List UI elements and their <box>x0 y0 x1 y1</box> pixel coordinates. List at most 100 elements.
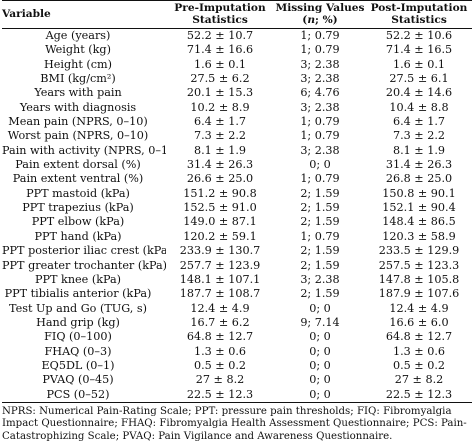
cell-missing-values: 1; 0.79 <box>300 172 340 186</box>
table-row: PPT knee (kPa) 148.1 ± 107.1 3; 2.38 147.8 … <box>2 273 472 287</box>
cell-missing-values: 1; 0.79 <box>300 29 340 42</box>
cell-missing-values: 3; 2.38 <box>300 143 340 157</box>
cell-post-imputation: 10.4 ± 8.8 <box>389 100 449 114</box>
cell-post-imputation: 148.4 ± 86.5 <box>382 215 456 229</box>
cell-missing-values: 1; 0.79 <box>300 43 340 57</box>
table-row: Weight (kg) 71.4 ± 16.6 1; 0.79 71.4 ± 16.5 <box>2 43 472 57</box>
table-body: Age (years) 52.2 ± 10.7 1; 0.79 52.2 ± 10.6… <box>2 29 472 403</box>
table-row: Pain extent ventral (%) 26.6 ± 25.0 1; 0.7… <box>2 172 472 186</box>
cell-missing-values: 0; 0 <box>309 301 331 315</box>
header-post-line2: Statistics <box>391 13 447 26</box>
cell-post-imputation: 52.2 ± 10.6 <box>385 29 453 42</box>
cell-pre-imputation: 149.0 ± 87.1 <box>183 215 257 229</box>
header-missing-line2: (n; %) <box>302 13 338 26</box>
cell-post-imputation: 27.5 ± 6.1 <box>389 72 449 86</box>
cell-post-imputation: 257.5 ± 123.3 <box>378 258 460 272</box>
cell-missing-values: 2; 1.59 <box>300 258 340 272</box>
cell-missing-values: 2; 1.59 <box>300 201 340 215</box>
cell-post-imputation: 1.6 ± 0.1 <box>392 57 446 71</box>
cell-variable: Pain with activity (NPRS, 0–10) <box>2 143 166 157</box>
cell-variable: Height (cm) <box>44 57 112 71</box>
header-pre-line1: Pre-Imputation <box>174 2 266 14</box>
cell-variable: Weight (kg) <box>45 43 111 57</box>
table-row: Worst pain (NPRS, 0–10) 7.3 ± 2.2 1; 0.79 7… <box>2 129 472 143</box>
cell-post-imputation: 233.5 ± 129.9 <box>378 244 460 258</box>
header-missing-line1: Missing Values <box>275 2 365 14</box>
cell-missing-values: 6; 4.76 <box>300 86 340 100</box>
cell-pre-imputation: 151.2 ± 90.8 <box>183 186 257 200</box>
table-row: Mean pain (NPRS, 0–10) 6.4 ± 1.7 1; 0.79 6.… <box>2 115 472 129</box>
cell-variable: PPT tibialis anterior (kPa) <box>4 287 152 301</box>
table-row: PPT mastoid (kPa) 151.2 ± 90.8 2; 1.59 150.… <box>2 187 472 201</box>
header-pre-imputation: Pre-Imputation Statistics <box>166 0 274 29</box>
cell-post-imputation: 187.9 ± 107.6 <box>378 287 460 301</box>
cell-post-imputation: 26.8 ± 25.0 <box>385 172 453 186</box>
table-footnote: NPRS: Numerical Pain-Rating Scale; PPT: … <box>2 405 467 442</box>
cell-pre-imputation: 7.3 ± 2.2 <box>193 129 247 143</box>
table-header: Variable Pre-Imputation Statistics Missi… <box>2 0 472 29</box>
cell-post-imputation: 150.8 ± 90.1 <box>382 186 456 200</box>
cell-missing-values: 2; 1.59 <box>300 287 340 301</box>
table-row: FHAQ (0–3) 1.3 ± 0.6 0; 0 1.3 ± 0.6 <box>2 345 472 359</box>
cell-variable: FHAQ (0–3) <box>44 344 112 358</box>
cell-post-imputation: 7.3 ± 2.2 <box>392 129 446 143</box>
header-post-imputation: Post-Imputation Statistics <box>366 0 472 29</box>
cell-variable: Years with diagnosis <box>19 100 137 114</box>
table-row: PPT greater trochanter (kPa) 257.7 ± 123.… <box>2 259 472 273</box>
cell-variable: PPT trapezius (kPa) <box>22 201 134 215</box>
table-row: BMI (kg/cm²) 27.5 ± 6.2 3; 2.38 27.5 ± 6.1 <box>2 72 472 86</box>
cell-variable: Test Up and Go (TUG, s) <box>9 301 147 315</box>
cell-pre-imputation: 52.2 ± 10.7 <box>186 29 254 42</box>
cell-pre-imputation: 8.1 ± 1.9 <box>193 143 247 157</box>
cell-variable: Mean pain (NPRS, 0–10) <box>8 115 148 129</box>
cell-pre-imputation: 27 ± 8.2 <box>195 373 245 387</box>
cell-pre-imputation: 10.2 ± 8.9 <box>190 100 250 114</box>
cell-post-imputation: 31.4 ± 26.3 <box>385 158 453 172</box>
cell-pre-imputation: 12.4 ± 4.9 <box>190 301 250 315</box>
table-row: PPT trapezius (kPa) 152.5 ± 91.0 2; 1.59 15… <box>2 201 472 215</box>
table-row: PPT hand (kPa) 120.2 ± 59.1 1; 0.79 120.3 ±… <box>2 230 472 244</box>
cell-missing-values: 0; 0 <box>274 387 366 403</box>
table-row: EQ5DL (0–1) 0.5 ± 0.2 0; 0 0.5 ± 0.2 <box>2 359 472 373</box>
table-row: Height (cm) 1.6 ± 0.1 3; 2.38 1.6 ± 0.1 <box>2 58 472 72</box>
cell-missing-values: 1; 0.79 <box>300 129 340 143</box>
header-pre-line2: Statistics <box>192 13 248 26</box>
cell-post-imputation: 20.4 ± 14.6 <box>385 86 453 100</box>
table-row: Pain with activity (NPRS, 0–10) 8.1 ± 1.9… <box>2 144 472 158</box>
cell-pre-imputation: 20.1 ± 15.3 <box>186 86 254 100</box>
header-missing-values: Missing Values (n; %) <box>274 0 366 29</box>
cell-variable: BMI (kg/cm²) <box>40 72 116 86</box>
table-row: PPT tibialis anterior (kPa) 187.7 ± 108.7… <box>2 287 472 301</box>
cell-missing-values: 9; 7.14 <box>300 315 340 329</box>
cell-post-imputation: 6.4 ± 1.7 <box>392 115 446 129</box>
cell-pre-imputation: 257.7 ± 123.9 <box>179 258 261 272</box>
header-row: Variable Pre-Imputation Statistics Missi… <box>2 0 472 29</box>
table-row: PCS (0–52) 22.5 ± 12.3 0; 0 22.5 ± 12.3 <box>2 387 472 403</box>
cell-missing-values: 0; 0 <box>309 358 331 372</box>
cell-variable: PPT mastoid (kPa) <box>26 186 130 200</box>
cell-pre-imputation: 22.5 ± 12.3 <box>166 387 274 403</box>
table-row: Age (years) 52.2 ± 10.7 1; 0.79 52.2 ± 10.6 <box>2 29 472 44</box>
cell-pre-imputation: 148.1 ± 107.1 <box>179 272 261 286</box>
cell-missing-values: 3; 2.38 <box>300 272 340 286</box>
cell-pre-imputation: 120.2 ± 59.1 <box>183 229 257 243</box>
cell-missing-values: 3; 2.38 <box>300 100 340 114</box>
table-row: PPT elbow (kPa) 149.0 ± 87.1 2; 1.59 148.4 … <box>2 215 472 229</box>
table-row: Hand grip (kg) 16.7 ± 6.2 9; 7.14 16.6 ± 6.… <box>2 316 472 330</box>
cell-post-imputation: 16.6 ± 6.0 <box>389 315 449 329</box>
cell-pre-imputation: 1.6 ± 0.1 <box>193 57 247 71</box>
table-row: PPT posterior iliac crest (kPa) 233.9 ± 1… <box>2 244 472 258</box>
header-post-line1: Post-Imputation <box>370 2 468 14</box>
cell-post-imputation: 22.5 ± 12.3 <box>366 387 472 403</box>
cell-variable: Worst pain (NPRS, 0–10) <box>7 129 149 143</box>
cell-pre-imputation: 16.7 ± 6.2 <box>190 315 250 329</box>
cell-variable: PPT elbow (kPa) <box>31 215 125 229</box>
cell-missing-values: 3; 2.38 <box>300 72 340 86</box>
cell-variable: PPT greater trochanter (kPa) <box>2 258 166 272</box>
cell-post-imputation: 71.4 ± 16.5 <box>385 43 453 57</box>
cell-missing-values: 0; 0 <box>309 373 331 387</box>
cell-post-imputation: 0.5 ± 0.2 <box>392 358 446 372</box>
header-variable: Variable <box>2 0 166 29</box>
cell-variable: EQ5DL (0–1) <box>41 358 115 372</box>
